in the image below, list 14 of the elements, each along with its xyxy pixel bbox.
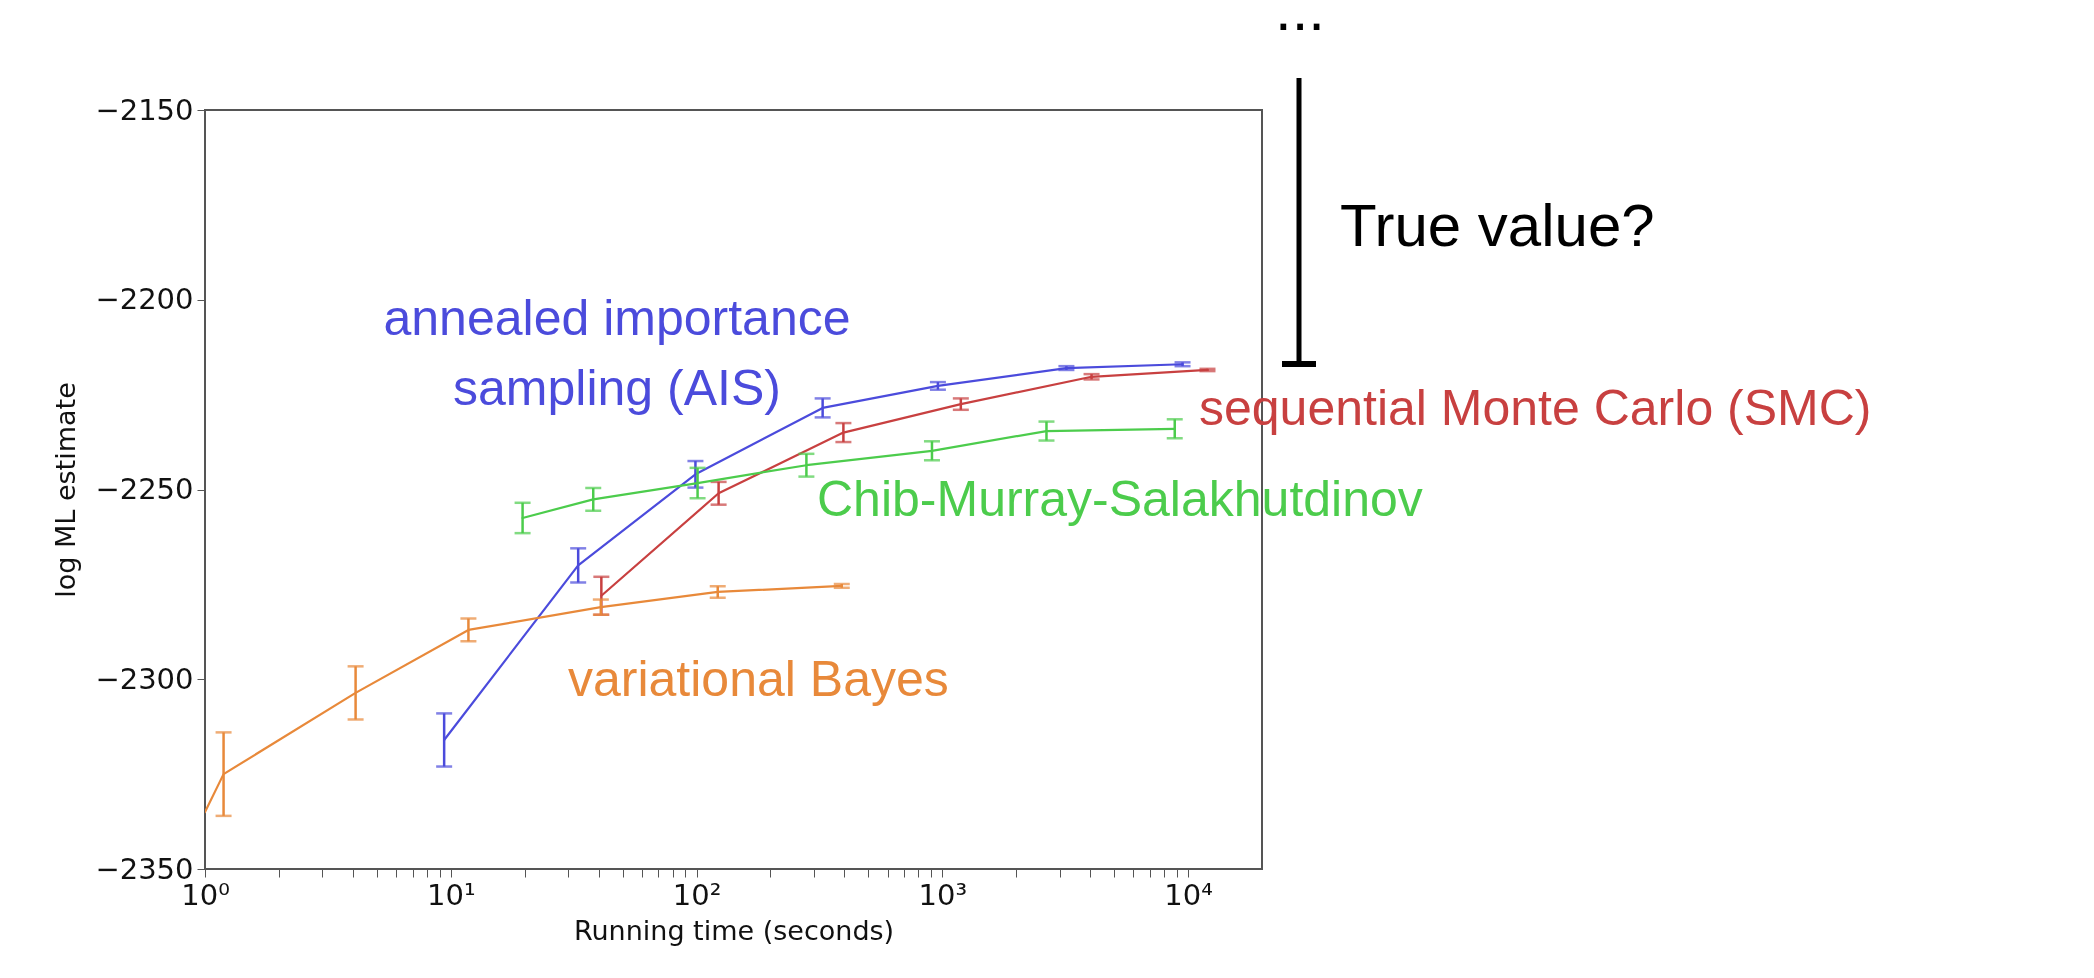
y-axis-title: log ML estimate <box>50 382 82 598</box>
text: ... <box>1274 0 1326 43</box>
y-tick-label: −2300 <box>95 661 194 696</box>
x-tick-label: 10⁴ <box>1164 877 1213 912</box>
y-tick-label: −2150 <box>95 92 194 127</box>
x-axis-title: Running time (seconds) <box>573 914 895 946</box>
y-tick-label: −2250 <box>95 472 194 506</box>
series-label: annealed importance sampling (AIS) <box>383 290 851 416</box>
text: True value? <box>1340 192 1655 259</box>
x-tick-label: 10² <box>672 877 722 912</box>
x-tick-label: 10¹ <box>426 877 476 912</box>
series-label: variational Bayes <box>568 651 949 707</box>
x-tick-label: 10³ <box>918 877 968 912</box>
y-tick-label: −2200 <box>95 282 194 317</box>
